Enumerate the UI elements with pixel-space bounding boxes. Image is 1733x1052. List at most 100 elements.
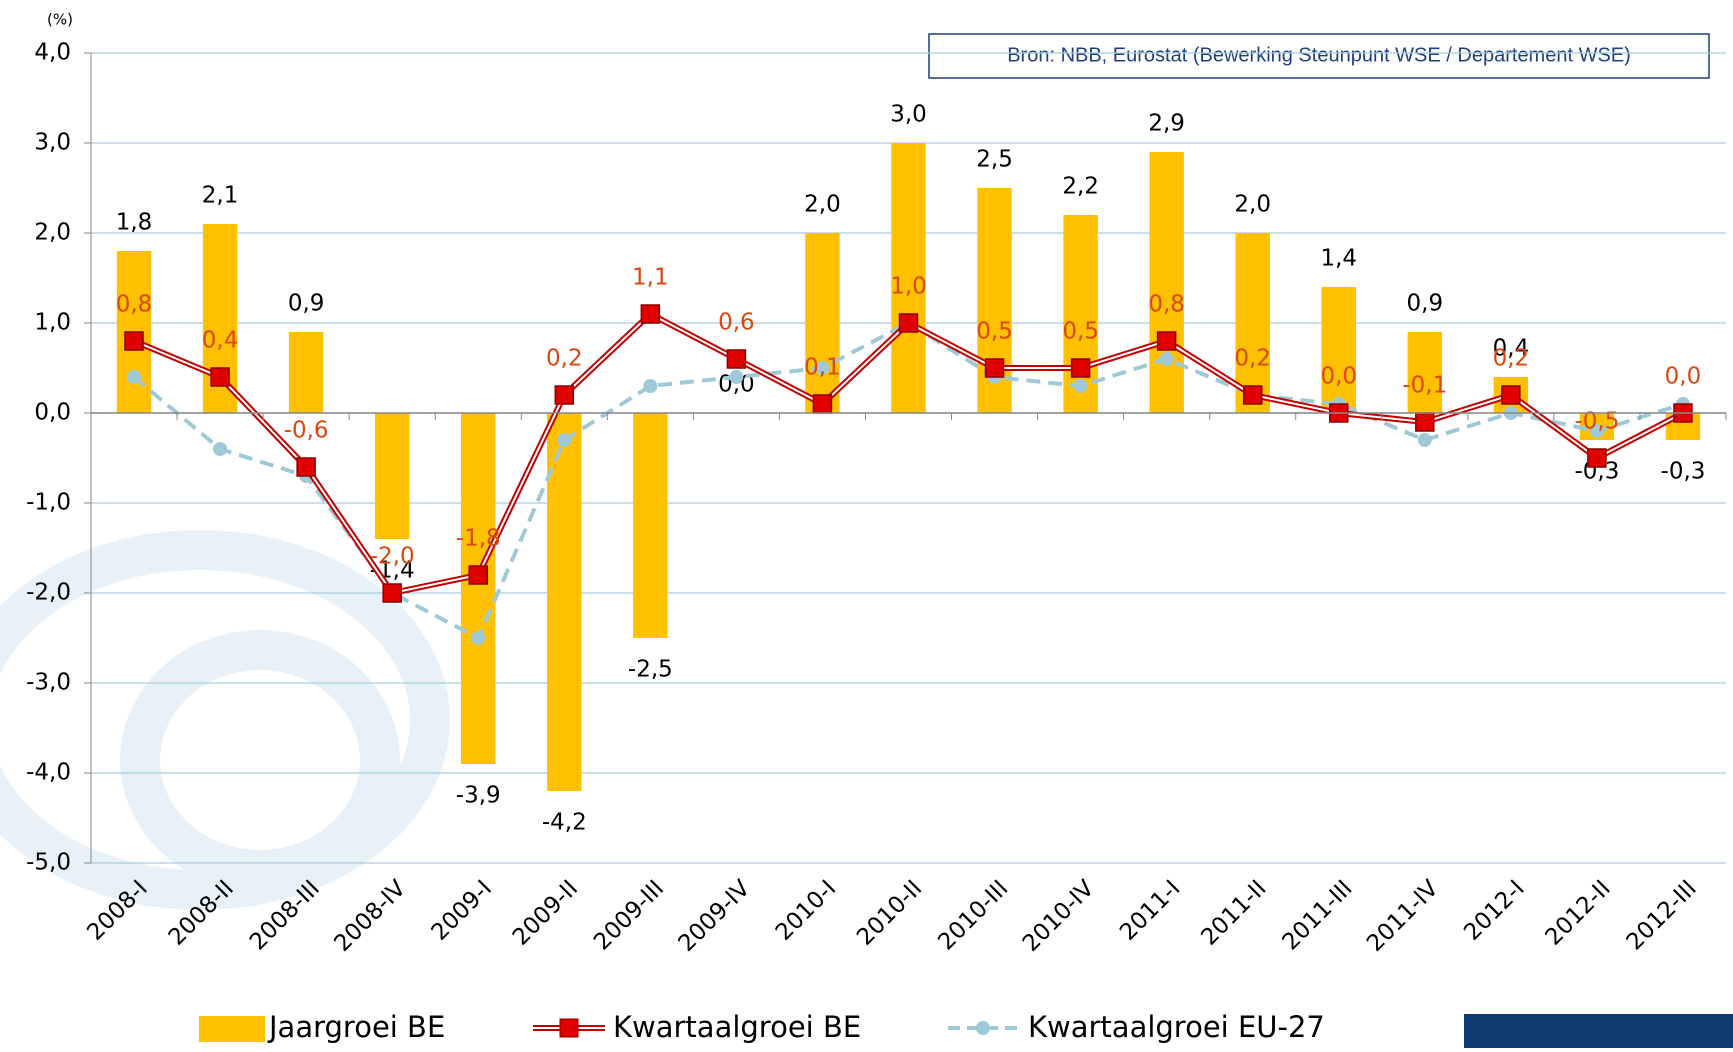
value-label: 0,2 [546, 346, 583, 372]
legend-label: Kwartaalgroei BE [613, 1010, 861, 1044]
value-label: 2,2 [1062, 174, 1099, 200]
x-tick-label: 2012-I [1459, 875, 1529, 945]
value-label: -4,2 [542, 810, 587, 836]
value-label: 0,4 [202, 328, 239, 354]
value-label: -2,0 [370, 544, 415, 570]
x-tick-label: 2012-II [1541, 875, 1616, 950]
y-tick-label: -3,0 [26, 670, 71, 696]
value-label: 0,2 [1493, 346, 1530, 372]
marker [643, 379, 658, 393]
x-tick-label: 2011-IV [1362, 875, 1444, 957]
marker [554, 385, 575, 405]
x-tick-label: 2009-I [427, 875, 497, 945]
source: Bron: NBB, Eurostat (Bewerking Steunpunt… [1007, 44, 1631, 66]
bar [1149, 152, 1184, 413]
value-label: 3,0 [890, 102, 927, 128]
logo-box [1464, 1014, 1733, 1048]
x-tick-label: 2009-III [589, 875, 669, 955]
y-tick-label: -4,0 [26, 760, 71, 786]
marker [1156, 331, 1177, 351]
marker [213, 442, 228, 456]
value-label: -1,8 [456, 526, 501, 552]
marker [124, 331, 144, 351]
x-tick-label: 2010-IV [1018, 875, 1100, 957]
bar [374, 413, 410, 539]
legend-marker [976, 1021, 990, 1035]
marker [640, 304, 661, 324]
value-label: 0,8 [1148, 292, 1185, 318]
bar [1407, 332, 1443, 413]
bar [891, 143, 926, 413]
legend-swatch [199, 1016, 265, 1042]
bar [633, 413, 668, 638]
bar [805, 233, 840, 413]
marker [1070, 358, 1091, 378]
y-tick-label: 2,0 [34, 220, 71, 246]
marker [984, 358, 1005, 378]
x-tick-label: 2012-III [1622, 875, 1702, 955]
value-label: 0,5 [1062, 319, 1099, 345]
y-tick-label: 1,0 [34, 310, 71, 336]
value-label: 0,5 [976, 319, 1013, 345]
marker [1415, 412, 1435, 432]
marker [127, 370, 142, 384]
x-tick-label: 2009-IV [674, 875, 756, 957]
y-tick-label: 0,0 [34, 400, 71, 426]
x-tick-label: 2010-II [852, 875, 927, 950]
bar [1321, 287, 1356, 413]
legend-label: Kwartaalgroei EU-27 [1028, 1010, 1325, 1044]
value-label: 0,9 [1407, 291, 1444, 317]
value-label: -3,9 [456, 783, 501, 809]
bar [1235, 233, 1270, 413]
value-label: 2,1 [202, 183, 239, 209]
x-tick-label: 2010-III [933, 875, 1013, 955]
marker [815, 361, 830, 375]
value-label: 2,5 [976, 147, 1013, 173]
marker [1242, 385, 1263, 405]
marker [1589, 424, 1604, 438]
legend-label: Jaargroei BE [267, 1010, 445, 1044]
marker [382, 583, 402, 603]
y-tick-label: -1,0 [26, 490, 71, 516]
marker [1417, 433, 1432, 447]
x-tick-label: 2011-III [1278, 875, 1358, 955]
value-label: 1,0 [890, 274, 927, 300]
y-tick-label: -2,0 [26, 580, 71, 606]
y-tick-label: -5,0 [26, 850, 71, 876]
value-label: 0,9 [288, 291, 325, 317]
value-label: 0,6 [718, 310, 755, 336]
value-label: 2,0 [804, 192, 841, 218]
marker [471, 631, 486, 645]
unit-label: (%) [47, 11, 73, 29]
marker [557, 433, 572, 447]
marker [812, 394, 833, 414]
marker [1587, 448, 1607, 468]
value-label: 1,8 [116, 210, 153, 236]
legend-marker [559, 1018, 579, 1038]
value-label: 0,8 [116, 292, 153, 318]
marker [1159, 352, 1174, 366]
bar [288, 332, 324, 413]
bar [461, 413, 496, 764]
value-label: 0,4 [1493, 336, 1530, 362]
x-tick-label: 2008-IV [329, 875, 411, 957]
x-tick-label: 2011-II [1196, 875, 1271, 950]
value-label: 0,1 [804, 355, 841, 381]
source-box [928, 33, 1710, 79]
value-label: 0,2 [1234, 346, 1271, 372]
value-label: 0,0 [1320, 364, 1357, 390]
marker [1501, 385, 1521, 405]
marker [729, 370, 744, 384]
value-label: -2,5 [628, 657, 673, 683]
value-label: 1,4 [1320, 246, 1357, 272]
bar [547, 413, 582, 791]
value-label: -0,6 [284, 418, 329, 444]
marker [1073, 379, 1088, 393]
value-label: 0,0 [1665, 364, 1702, 390]
value-label: -0,3 [1661, 459, 1706, 485]
value-label: 1,1 [632, 265, 669, 291]
marker [468, 565, 488, 585]
y-tick-label: 4,0 [34, 40, 71, 66]
value-label: -0,1 [1402, 373, 1447, 399]
